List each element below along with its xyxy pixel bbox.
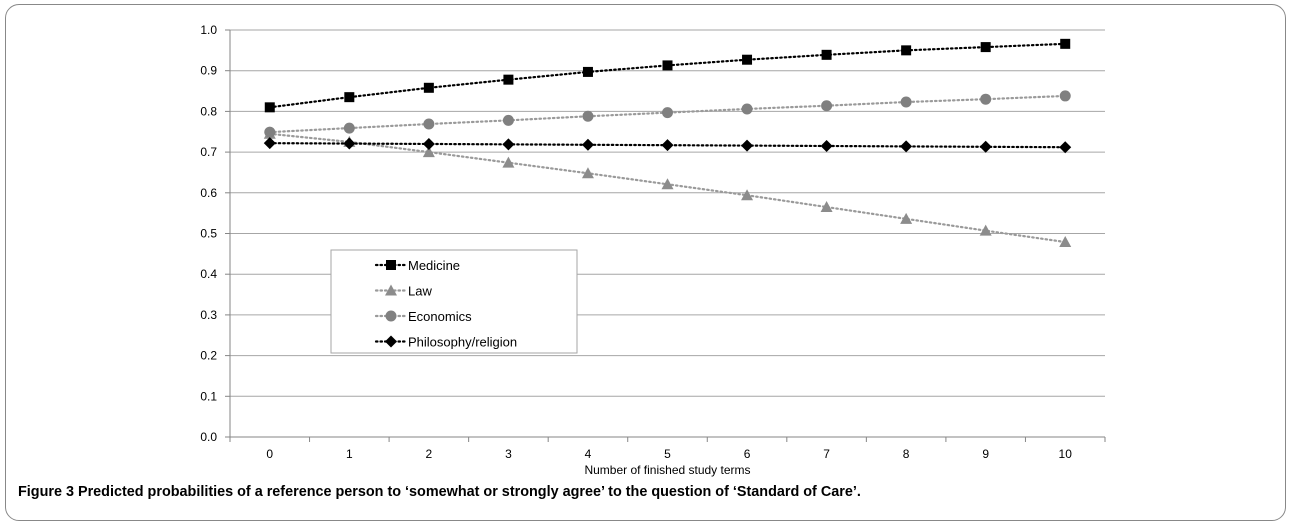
data-point [582,110,594,122]
x-tick-label: 10 [1059,447,1073,461]
data-point [581,167,594,179]
data-point [821,100,833,112]
y-tick-label: 0.8 [200,104,217,118]
data-point [1059,236,1072,248]
data-point [344,92,355,103]
data-point [264,126,276,138]
data-point [581,138,594,151]
legend-box [330,249,578,354]
data-point [820,201,833,213]
y-tick-label: 0.2 [200,349,217,363]
data-point [502,138,515,151]
x-tick-label: 3 [505,447,512,461]
x-tick-label: 4 [585,447,592,461]
y-tick-label: 1.0 [200,23,217,37]
data-point [661,139,674,152]
data-point [900,96,912,108]
series-line-medicine [268,42,1067,109]
x-tick-label: 9 [982,447,989,461]
figure-caption: Figure 3 Predicted probabilities of a re… [18,484,1278,500]
data-point [343,137,356,150]
legend-marker [385,335,397,348]
y-tick-label: 0.0 [200,430,217,444]
data-point [661,178,674,190]
data-point [900,140,913,153]
line-chart: 0.0 0.1 0.2 0.3 0.4 0.5 0.6 0.7 0.8 0.9 1.0 0 1 2 3 4 5 6… [200,23,1106,477]
data-point [502,156,515,168]
data-point [741,139,754,152]
legend-label: Economics [408,309,472,324]
data-point [502,114,514,126]
legend-label: Medicine [408,258,460,273]
legend-label: Philosophy/religion [408,335,517,350]
data-point [980,42,991,53]
x-tick-label: 0 [266,447,273,461]
legend-marker [386,260,396,270]
data-point [979,224,992,236]
data-point [820,139,833,152]
x-tick-label: 5 [664,447,671,461]
y-tick-label: 0.1 [200,389,217,403]
data-point [1059,90,1071,102]
data-point [979,140,992,153]
data-point [662,107,673,119]
data-point [343,122,355,134]
data-point [422,146,435,158]
data-point [582,66,593,77]
figure-caption-label: Figure 3 [18,484,74,500]
data-point [741,103,753,115]
data-point [821,49,832,60]
x-tick-label: 8 [903,447,910,461]
data-point [423,82,434,93]
figure-caption-text: Predicted probabilities of a reference p… [73,484,861,500]
figure-frame [5,4,1286,521]
y-tick-label: 0.9 [200,64,217,78]
data-point [422,137,435,150]
x-tick-label: 7 [823,447,830,461]
data-point [1060,38,1071,49]
data-point [1059,141,1072,154]
y-tick-label: 0.3 [200,308,217,322]
data-point [741,189,754,201]
x-axis-title: Number of finished study terms [584,463,750,477]
data-point [900,212,913,224]
x-tick-label: 2 [426,447,433,461]
data-point [263,137,276,150]
y-tick-label: 0.6 [200,186,217,200]
data-point [423,118,435,130]
data-point [742,54,753,65]
x-tick-label: 6 [744,447,751,461]
data-point [901,45,912,56]
y-tick-label: 0.7 [200,145,217,159]
x-tick-label: 1 [346,447,353,461]
y-tick-label: 0.4 [200,267,217,281]
data-point [503,74,514,85]
data-point [662,60,673,71]
y-tick-label: 0.5 [200,227,217,241]
data-point [980,93,992,105]
legend-marker [385,310,397,322]
data-point [264,102,275,113]
legend-label: Law [408,284,432,299]
legend-marker [385,284,397,296]
